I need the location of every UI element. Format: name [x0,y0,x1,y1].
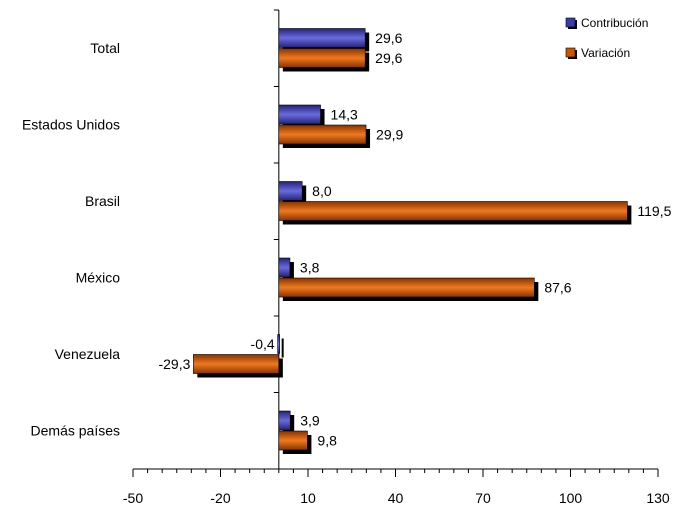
bar-contribucion [278,181,303,201]
bar-contribucion [278,104,321,125]
data-label: -29,3 [158,356,190,372]
legend-label: Variación [581,46,630,60]
data-label: -0,4 [251,336,275,352]
data-label: 119,5 [637,203,671,219]
data-label: 8,0 [312,183,332,199]
category-label: Venezuela [55,346,121,362]
x-tick-label: 10 [300,490,316,506]
legend-swatch [565,17,576,28]
bar-contribucion [278,410,291,431]
x-tick-label: -20 [210,490,230,506]
data-label: 29,6 [375,30,402,46]
x-tick-label: 40 [388,490,404,506]
bar-variacion [278,430,308,451]
x-tick-label: 130 [646,490,670,506]
bar-shadow [281,338,284,358]
category-label: Demás países [31,423,120,439]
category-label: Total [90,40,120,56]
category-label: México [76,270,121,286]
bar-variacion [278,124,367,145]
x-tick-label: 70 [475,490,491,506]
bar-contribucion [277,334,280,354]
data-label: 14,3 [331,107,358,123]
category-label: Estados Unidos [22,117,120,133]
bar-variacion [278,48,366,68]
x-tick-label: -50 [123,490,143,506]
legend-swatch [565,47,576,58]
category-label: Brasil [85,193,120,209]
data-label: 87,6 [544,280,571,296]
legend-label: Contribución [581,16,648,30]
data-label: 3,9 [300,413,320,429]
data-label: 29,6 [375,50,402,66]
bar-contribucion [278,257,291,278]
x-tick-label: 100 [559,490,583,506]
bar-variacion [278,277,535,298]
bar-variacion [193,354,280,374]
data-label: 3,8 [300,260,320,276]
data-label: 29,9 [376,127,403,143]
bar-variacion [278,201,628,221]
bar-contribucion [278,28,366,48]
data-label: 9,8 [317,433,337,449]
